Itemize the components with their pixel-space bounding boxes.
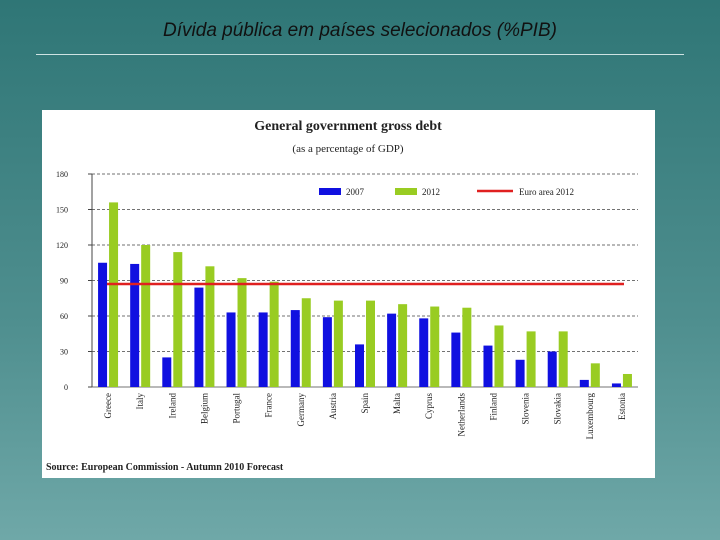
bar bbox=[109, 202, 119, 387]
x-tick-label: Portugal bbox=[232, 393, 242, 424]
slide-title: Dívida pública em países selecionados (%… bbox=[163, 20, 557, 41]
bar bbox=[387, 313, 397, 387]
bar bbox=[205, 266, 215, 387]
y-tick-label: 0 bbox=[64, 383, 68, 392]
bar bbox=[98, 262, 108, 387]
bar bbox=[194, 287, 204, 387]
bar bbox=[419, 318, 429, 387]
x-tick-label: Germany bbox=[296, 393, 306, 427]
x-tick-label: Slovenia bbox=[521, 393, 531, 425]
legend-swatch bbox=[319, 188, 341, 195]
bar bbox=[258, 312, 268, 387]
bar bbox=[226, 312, 236, 387]
legend-swatch bbox=[395, 188, 417, 195]
y-tick-label: 120 bbox=[56, 241, 68, 250]
y-tick-label: 60 bbox=[60, 312, 68, 321]
x-tick-label: Italy bbox=[135, 393, 145, 410]
legend-label: 2012 bbox=[422, 187, 440, 197]
x-tick-label: Belgium bbox=[199, 393, 209, 424]
bar bbox=[547, 351, 557, 387]
bar bbox=[173, 252, 183, 387]
legend-label: 2007 bbox=[346, 187, 365, 197]
source: Source: European Commission - Autumn 201… bbox=[46, 462, 284, 473]
bar bbox=[237, 278, 247, 387]
x-tick-label: Netherlands bbox=[456, 393, 466, 437]
bar bbox=[130, 263, 140, 387]
x-tick-label: Malta bbox=[392, 393, 402, 414]
x-tick-label: Austria bbox=[328, 393, 338, 420]
bar bbox=[366, 300, 375, 387]
bar bbox=[301, 298, 311, 387]
chart-title: General government gross debt bbox=[254, 119, 442, 134]
y-tick-label: 30 bbox=[60, 348, 68, 357]
bar bbox=[462, 307, 472, 387]
bar bbox=[141, 245, 151, 387]
bar bbox=[483, 345, 493, 387]
chart: General government gross debt (as a perc… bbox=[42, 110, 655, 478]
x-tick-label: Luxembourg bbox=[585, 393, 595, 440]
y-tick-label: 150 bbox=[56, 206, 68, 215]
x-tick-label: Finland bbox=[488, 393, 498, 421]
bar bbox=[290, 310, 300, 387]
title-rule bbox=[36, 54, 684, 55]
x-tick-label: Cyprus bbox=[424, 393, 434, 420]
x-tick-label: Ireland bbox=[167, 393, 177, 419]
bar bbox=[333, 300, 343, 387]
x-tick-label: France bbox=[264, 393, 274, 418]
x-tick-label: Spain bbox=[360, 393, 370, 414]
x-tick-label: Slovakia bbox=[553, 393, 563, 425]
bar bbox=[622, 373, 632, 387]
bar bbox=[322, 317, 332, 387]
legend-label: Euro area 2012 bbox=[519, 187, 574, 197]
x-tick-label: Estonia bbox=[617, 393, 627, 420]
bar bbox=[611, 383, 621, 387]
bar bbox=[494, 325, 504, 387]
bar bbox=[430, 306, 440, 387]
x-tick-label: Greece bbox=[103, 393, 113, 418]
bar bbox=[579, 379, 589, 387]
bar bbox=[515, 359, 525, 387]
bar bbox=[558, 331, 568, 387]
bar bbox=[269, 281, 279, 387]
y-tick-label: 90 bbox=[60, 277, 68, 286]
bar bbox=[451, 332, 461, 387]
bar bbox=[398, 304, 408, 387]
bar bbox=[162, 357, 172, 387]
bar bbox=[355, 344, 364, 387]
bar bbox=[590, 363, 600, 387]
chart-subtitle: (as a percentage of GDP) bbox=[292, 143, 404, 155]
y-tick-label: 180 bbox=[56, 170, 68, 179]
bar bbox=[526, 331, 536, 387]
